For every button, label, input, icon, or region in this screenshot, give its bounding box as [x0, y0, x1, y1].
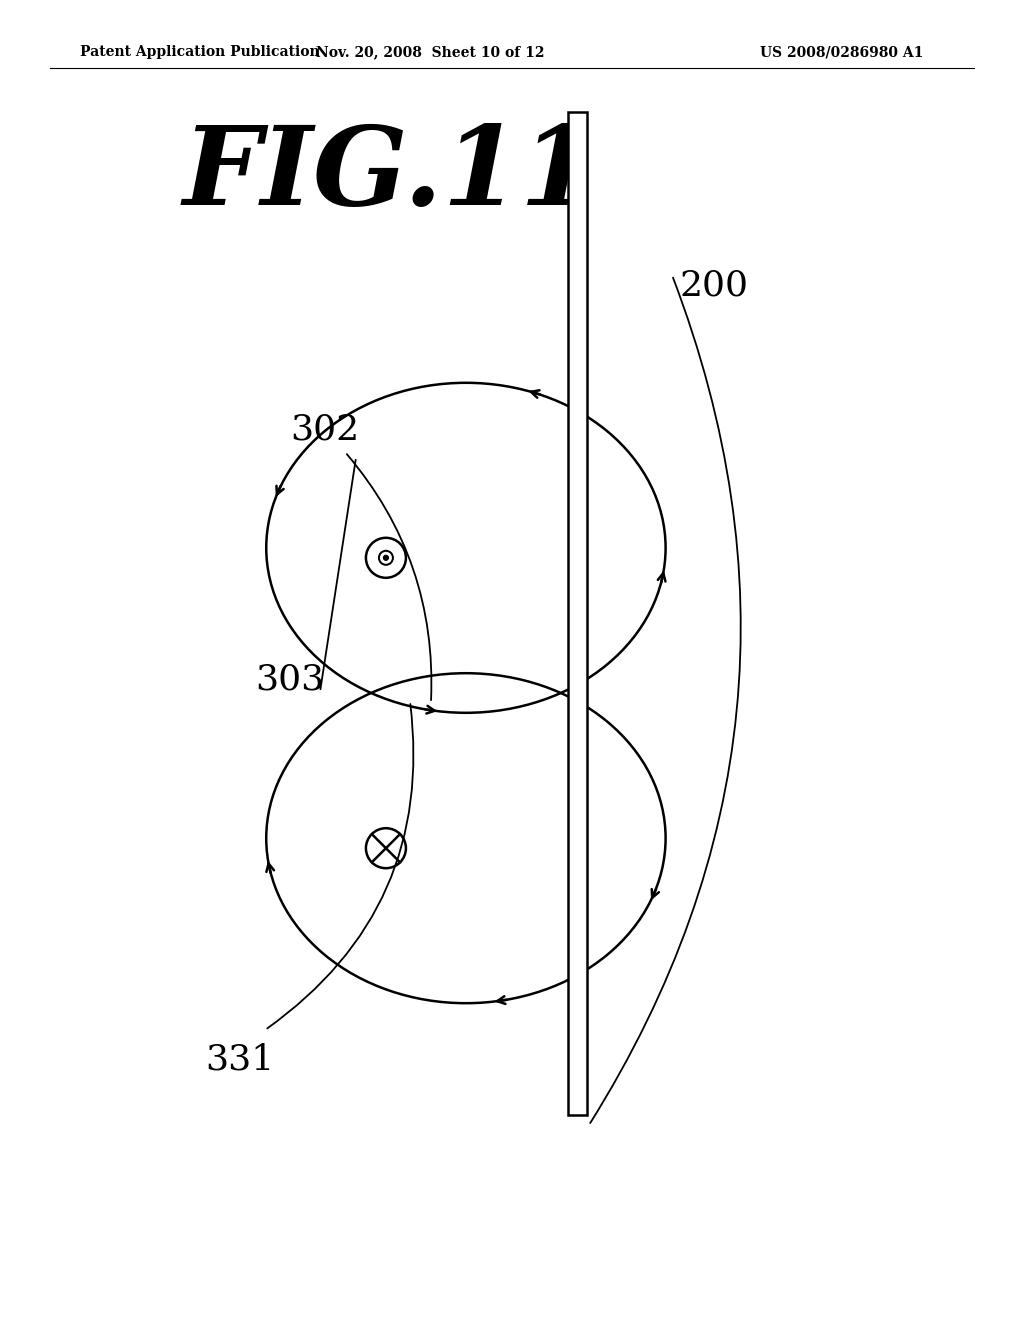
Text: 303: 303	[255, 663, 325, 697]
Text: 200: 200	[680, 268, 749, 302]
Text: Nov. 20, 2008  Sheet 10 of 12: Nov. 20, 2008 Sheet 10 of 12	[315, 45, 544, 59]
Text: Patent Application Publication: Patent Application Publication	[80, 45, 319, 59]
Polygon shape	[568, 112, 587, 1115]
Text: 302: 302	[290, 413, 359, 447]
Circle shape	[384, 556, 388, 560]
Text: 331: 331	[205, 1043, 274, 1077]
Text: FIG.11: FIG.11	[182, 121, 598, 228]
Text: US 2008/0286980 A1: US 2008/0286980 A1	[760, 45, 924, 59]
